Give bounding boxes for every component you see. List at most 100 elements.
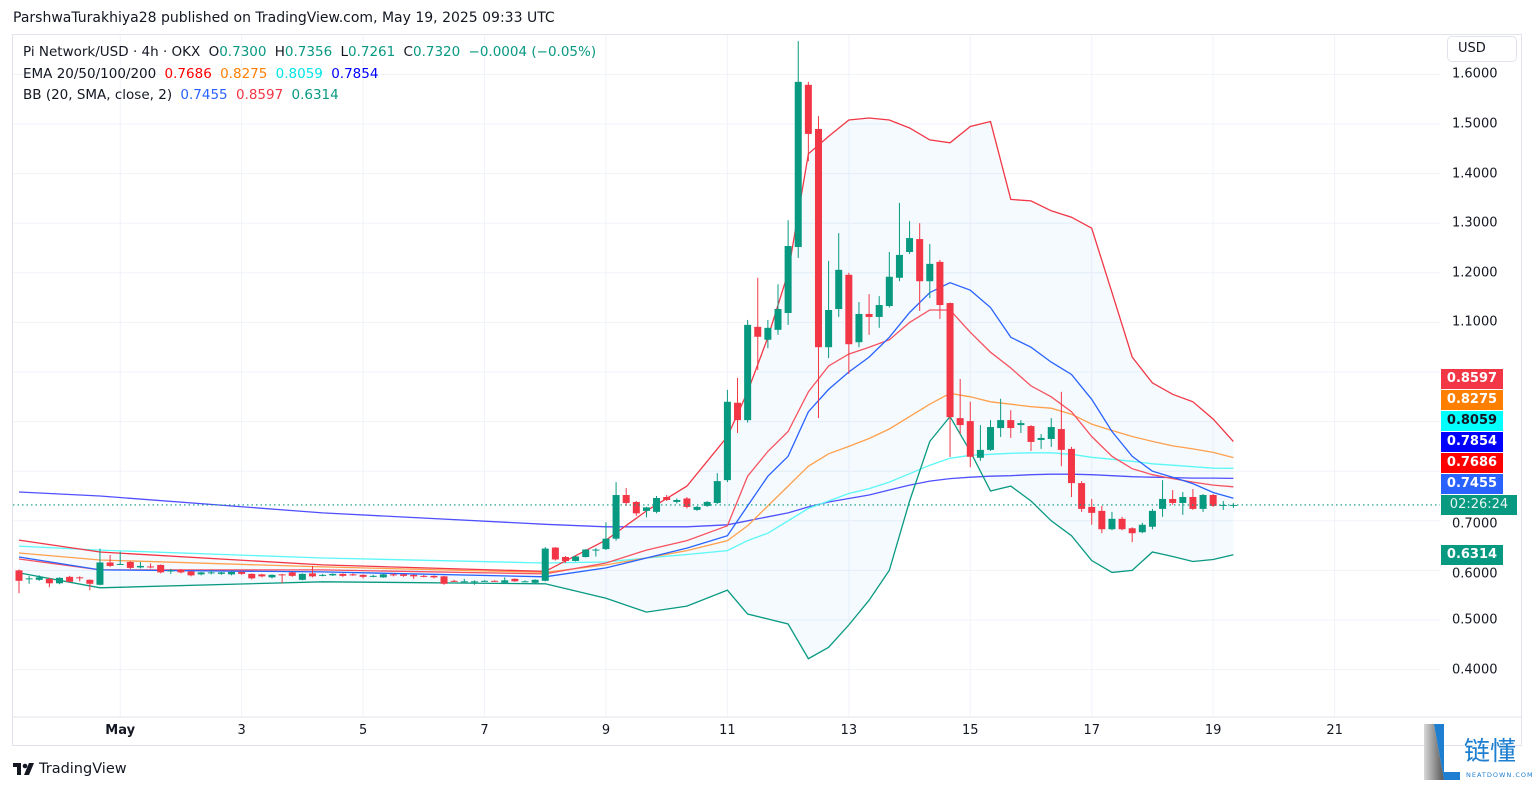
candle-body	[420, 575, 428, 577]
ema200-last-value-label: 0.7854	[1441, 431, 1503, 452]
candle-body	[147, 566, 155, 568]
candle-body	[1098, 510, 1106, 530]
candle	[723, 389, 731, 483]
candle-body	[1007, 420, 1015, 429]
tradingview-logo[interactable]: TradingView	[13, 761, 127, 777]
candle-body	[764, 327, 772, 340]
currency-button[interactable]: USD	[1447, 36, 1517, 62]
grid	[13, 35, 1440, 717]
ema200-value: 0.7854	[331, 66, 379, 82]
candle-body	[197, 572, 205, 575]
candle	[835, 233, 843, 317]
candle	[258, 573, 266, 578]
bb-lower-last-value-label: 0.6314	[1441, 544, 1503, 565]
candle-body	[207, 572, 215, 574]
candle	[359, 574, 367, 579]
candle-body	[45, 578, 53, 584]
plot-area	[13, 41, 1440, 660]
candle-body	[865, 313, 873, 317]
candle-body	[673, 499, 681, 502]
candle	[946, 302, 954, 457]
bb-title[interactable]: BB (20, SMA, close, 2)	[23, 87, 173, 103]
candle	[804, 81, 812, 162]
candle	[420, 574, 428, 578]
candle	[167, 568, 175, 574]
candle	[966, 401, 974, 468]
svg-text:链懂: 链懂	[1464, 737, 1516, 767]
candle-body	[126, 561, 134, 568]
candle-body	[582, 549, 590, 558]
candle	[1209, 494, 1217, 507]
candle	[207, 569, 215, 575]
candle	[126, 560, 134, 569]
price-tick-label: 1.4000	[1452, 166, 1498, 182]
candle	[379, 573, 387, 578]
candle-body	[116, 563, 124, 565]
candle-body	[1219, 504, 1227, 506]
candle-body	[400, 574, 408, 576]
candle	[157, 564, 165, 574]
candle	[35, 575, 43, 581]
chart-frame	[12, 34, 1522, 746]
bb-lower-value: 0.6314	[291, 87, 339, 103]
ema-title[interactable]: EMA 20/50/100/200	[23, 66, 157, 82]
low-label: L	[340, 44, 348, 60]
close-value: 0.7320	[412, 44, 461, 60]
candle	[470, 580, 478, 585]
candle-body	[55, 577, 63, 584]
change-value: −0.0004 (−0.05%)	[468, 44, 597, 60]
symbol-title[interactable]: Pi Network/USD · 4h · OKX	[23, 44, 201, 60]
candle-body	[440, 576, 448, 584]
candle	[268, 574, 276, 579]
candle-body	[825, 310, 833, 348]
candle-body	[572, 556, 580, 561]
candle	[845, 272, 853, 374]
bb-basis-last-value-label: 0.7455	[1441, 473, 1503, 494]
candle-body	[622, 495, 630, 503]
candle-body	[217, 572, 225, 574]
candle-body	[410, 574, 418, 577]
candle	[713, 473, 721, 504]
candle-body	[632, 501, 640, 514]
candle	[400, 573, 408, 577]
price-tick-label: 1.6000	[1452, 66, 1498, 82]
candle	[177, 568, 185, 574]
candle	[1118, 516, 1126, 531]
candle	[997, 398, 1005, 437]
ema50-value: 0.8275	[220, 66, 268, 82]
candle-body	[308, 573, 316, 577]
candle	[1027, 425, 1035, 451]
candle-body	[531, 579, 539, 583]
candle-body	[359, 574, 367, 577]
candle	[511, 578, 519, 582]
legend-bb-row: BB (20, SMA, close, 2) 0.7455 0.8597 0.6…	[23, 87, 343, 103]
candle	[217, 571, 225, 575]
candle	[663, 495, 671, 501]
price-tick-label: 1.2000	[1452, 265, 1498, 281]
candle-body	[734, 402, 742, 421]
candle	[410, 574, 418, 579]
candle-body	[1209, 495, 1217, 506]
candle-body	[1199, 495, 1207, 509]
candle	[147, 563, 155, 569]
time-tick-label: May	[105, 723, 136, 738]
time-tick-label: 11	[719, 723, 736, 738]
candle	[794, 41, 802, 258]
time-tick-label: 15	[961, 723, 979, 738]
candle-body	[481, 580, 489, 582]
candle-body	[845, 274, 853, 345]
candle-body	[774, 309, 782, 330]
candle	[1189, 489, 1197, 510]
candle-body	[835, 269, 843, 310]
price-tick-label: 0.6000	[1452, 566, 1498, 582]
candle-body	[1067, 448, 1075, 484]
candle	[25, 575, 33, 584]
candle-body	[804, 84, 812, 134]
candle-body	[1037, 437, 1045, 440]
candle	[238, 571, 246, 575]
candle	[612, 482, 620, 541]
candle	[1159, 480, 1167, 517]
candle-body	[885, 276, 893, 307]
candle-body	[1108, 518, 1116, 530]
